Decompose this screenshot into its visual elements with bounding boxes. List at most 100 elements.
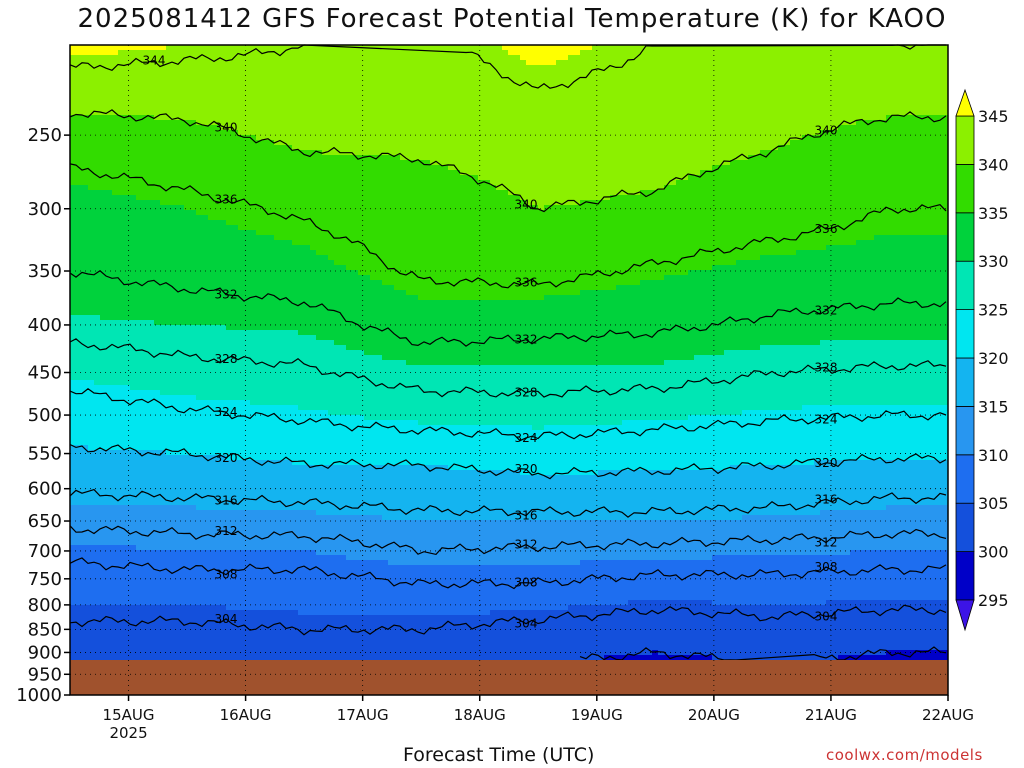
heatmap-cell xyxy=(148,230,154,235)
heatmap-cell xyxy=(262,470,268,475)
heatmap-cell xyxy=(298,480,304,485)
heatmap-cell xyxy=(124,225,130,230)
heatmap-cell xyxy=(214,370,220,375)
heatmap-cell xyxy=(166,300,172,305)
heatmap-cell xyxy=(172,335,178,340)
heatmap-cell xyxy=(214,275,220,280)
heatmap-cell xyxy=(232,160,238,165)
heatmap-cell xyxy=(244,60,250,65)
heatmap-cell xyxy=(304,295,310,300)
heatmap-cell xyxy=(166,230,172,235)
heatmap-cell xyxy=(112,505,118,510)
heatmap-cell xyxy=(238,100,244,105)
heatmap-cell xyxy=(196,605,202,610)
heatmap-cell xyxy=(262,590,268,595)
heatmap-cell xyxy=(268,450,274,455)
heatmap-cell xyxy=(106,355,112,360)
heatmap-cell xyxy=(196,610,202,615)
heatmap-cell xyxy=(250,300,256,305)
heatmap-cell xyxy=(100,195,106,200)
heatmap-cell xyxy=(136,390,142,395)
heatmap-cell xyxy=(286,535,292,540)
heatmap-cell xyxy=(226,370,232,375)
heatmap-cell xyxy=(298,335,304,340)
heatmap-cell xyxy=(130,250,136,255)
heatmap-cell xyxy=(100,60,106,65)
heatmap-cell xyxy=(268,475,274,480)
heatmap-cell xyxy=(286,125,292,130)
heatmap-cell xyxy=(226,650,232,655)
heatmap-cell xyxy=(130,430,136,435)
heatmap-cell xyxy=(130,275,136,280)
heatmap-cell xyxy=(244,310,250,315)
heatmap-cell xyxy=(118,475,124,480)
heatmap-cell xyxy=(190,360,196,365)
heatmap-cell xyxy=(298,260,304,265)
heatmap-cell xyxy=(88,600,94,605)
heatmap-cell xyxy=(262,115,268,120)
heatmap-cell xyxy=(286,645,292,650)
heatmap-cell xyxy=(160,160,166,165)
heatmap-cell xyxy=(136,50,142,55)
heatmap-cell xyxy=(178,255,184,260)
heatmap-cell xyxy=(94,90,100,95)
heatmap-cell xyxy=(112,285,118,290)
heatmap-cell xyxy=(142,125,148,130)
heatmap-cell xyxy=(154,235,160,240)
heatmap-cell xyxy=(304,550,310,555)
heatmap-cell xyxy=(220,240,226,245)
heatmap-cell xyxy=(250,95,256,100)
heatmap-cell xyxy=(112,255,118,260)
heatmap-cell xyxy=(208,435,214,440)
heatmap-cell xyxy=(244,345,250,350)
heatmap-cell xyxy=(274,230,280,235)
heatmap-cell xyxy=(238,210,244,215)
heatmap-cell xyxy=(238,205,244,210)
heatmap-cell xyxy=(214,320,220,325)
heatmap-cell xyxy=(220,515,226,520)
heatmap-cell xyxy=(304,655,310,660)
heatmap-cell xyxy=(88,45,94,50)
heatmap-cell xyxy=(190,635,196,640)
heatmap-cell xyxy=(238,280,244,285)
heatmap-cell xyxy=(100,265,106,270)
heatmap-cell xyxy=(184,490,190,495)
heatmap-cell xyxy=(106,85,112,90)
heatmap-cell xyxy=(82,265,88,270)
heatmap-cell xyxy=(154,295,160,300)
heatmap-cell xyxy=(208,45,214,50)
heatmap-cell xyxy=(136,570,142,575)
heatmap-cell xyxy=(136,520,142,525)
heatmap-cell xyxy=(292,225,298,230)
heatmap-cell xyxy=(172,580,178,585)
heatmap-cell xyxy=(130,170,136,175)
heatmap-cell xyxy=(166,330,172,335)
heatmap-cell xyxy=(208,305,214,310)
heatmap-cell xyxy=(76,350,82,355)
heatmap-cell xyxy=(298,165,304,170)
heatmap-cell xyxy=(94,160,100,165)
heatmap-cell xyxy=(268,205,274,210)
heatmap-cell xyxy=(220,185,226,190)
heatmap-cell xyxy=(124,250,130,255)
heatmap-cell xyxy=(70,545,76,550)
heatmap-cell xyxy=(226,70,232,75)
heatmap-cell xyxy=(184,315,190,320)
heatmap-cell xyxy=(232,180,238,185)
heatmap-cell xyxy=(112,85,118,90)
heatmap-cell xyxy=(274,235,280,240)
heatmap-cell xyxy=(166,75,172,80)
heatmap-cell xyxy=(178,390,184,395)
heatmap-cell xyxy=(232,185,238,190)
heatmap-cell xyxy=(136,85,142,90)
heatmap-cell xyxy=(226,90,232,95)
heatmap-cell xyxy=(94,465,100,470)
heatmap-cell xyxy=(196,45,202,50)
heatmap-cell xyxy=(184,425,190,430)
heatmap-cell xyxy=(112,220,118,225)
heatmap-cell xyxy=(208,135,214,140)
heatmap-cell xyxy=(184,140,190,145)
heatmap-cell xyxy=(262,465,268,470)
heatmap-cell xyxy=(298,400,304,405)
heatmap-cell xyxy=(232,465,238,470)
